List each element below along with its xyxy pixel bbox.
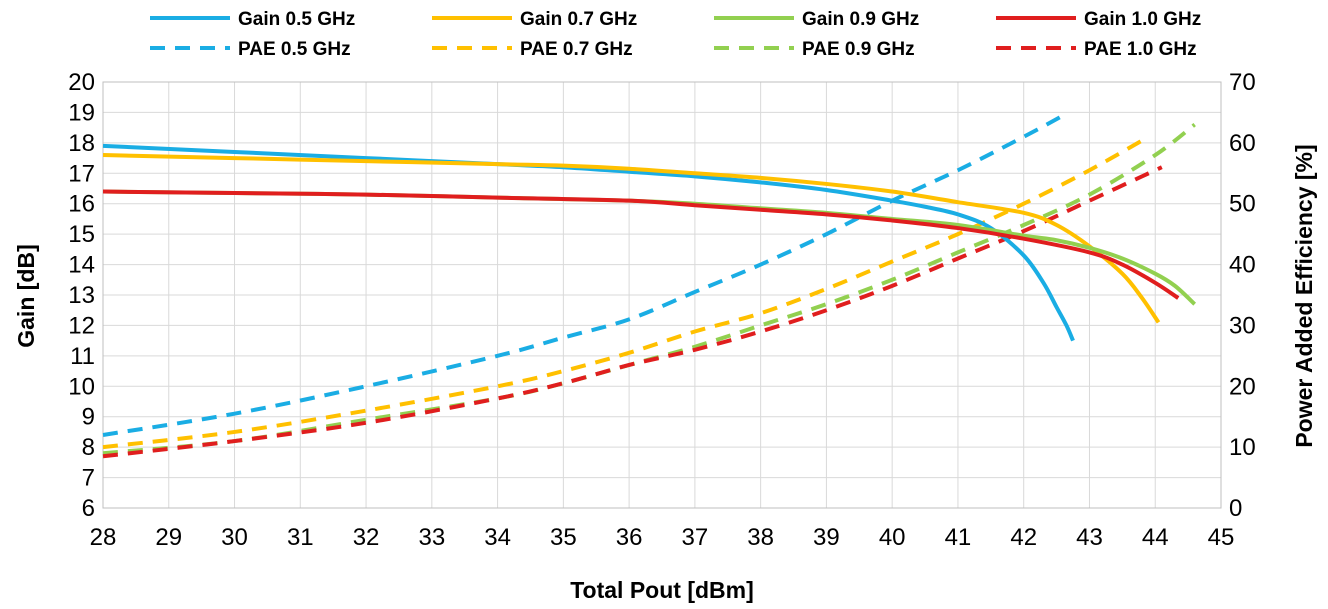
x-tick-label: 29 <box>155 524 182 551</box>
x-tick-label: 28 <box>90 524 117 551</box>
legend-label: Gain 0.9 GHz <box>802 9 919 30</box>
y-left-tick-label: 19 <box>68 99 95 126</box>
x-tick-label: 38 <box>747 524 774 551</box>
x-tick-label: 34 <box>484 524 511 551</box>
axes <box>102 81 1222 509</box>
y-axis-left-title: Gain [dB] <box>13 244 39 348</box>
y-left-tick-label: 10 <box>68 373 95 400</box>
x-tick-label: 40 <box>879 524 906 551</box>
y-left-tick-label: 20 <box>68 69 95 96</box>
legend-label: Gain 0.7 GHz <box>520 9 637 30</box>
y-right-tick-label: 60 <box>1229 130 1256 157</box>
legend-label: PAE 1.0 GHz <box>1084 39 1197 60</box>
y-left-tick-label: 6 <box>82 495 95 522</box>
series-lines <box>102 113 1197 459</box>
legend-label: PAE 0.9 GHz <box>802 39 915 60</box>
x-tick-label: 36 <box>616 524 643 551</box>
y-right-tick-label: 50 <box>1229 191 1256 218</box>
x-tick-label: 41 <box>945 524 972 551</box>
series-line-pae-0-7-ghz <box>102 135 1150 450</box>
y-left-tick-label: 15 <box>68 221 95 248</box>
gridlines <box>102 81 1222 509</box>
x-tick-label: 33 <box>418 524 445 551</box>
y-left-tick-label: 13 <box>68 282 95 309</box>
x-tick-label: 43 <box>1076 524 1103 551</box>
x-tick-label: 42 <box>1010 524 1037 551</box>
y-left-tick-label: 7 <box>82 465 95 492</box>
y-left-tick-label: 17 <box>68 160 95 187</box>
series-line-pae-0-9-ghz <box>102 123 1196 456</box>
y-right-tick-label: 10 <box>1229 434 1256 461</box>
y-right-tick-label: 0 <box>1229 495 1242 522</box>
x-tick-label: 45 <box>1208 524 1235 551</box>
x-tick-label: 35 <box>550 524 577 551</box>
series-line-gain-1-0-ghz <box>102 189 1180 300</box>
x-tick-label: 39 <box>813 524 840 551</box>
legend-label: Gain 0.5 GHz <box>238 9 355 30</box>
x-tick-label: 30 <box>221 524 248 551</box>
y-right-tick-label: 20 <box>1229 373 1256 400</box>
y-right-tick-label: 30 <box>1229 312 1256 339</box>
y-left-tick-label: 12 <box>68 312 95 339</box>
y-axis-right-title: Power Added Efficiency [%] <box>1291 144 1317 447</box>
y-right-tick-label: 40 <box>1229 252 1256 279</box>
y-left-tick-label: 16 <box>68 191 95 218</box>
y-left-tick-label: 14 <box>68 252 95 279</box>
series-line-pae-0-5-ghz <box>102 113 1065 437</box>
y-left-tick-label: 11 <box>70 343 95 370</box>
x-axis-title: Total Pout [dBm] <box>570 577 754 603</box>
y-left-tick-label: 18 <box>68 130 95 157</box>
x-tick-label: 37 <box>682 524 709 551</box>
x-tick-label: 44 <box>1142 524 1169 551</box>
legend-label: PAE 0.5 GHz <box>238 39 351 60</box>
legend: Gain 0.5 GHz Gain 0.7 GHz Gain 0.9 GHz Gain… <box>150 9 1201 60</box>
y-right-tick-label: 70 <box>1229 69 1256 96</box>
legend-label: PAE 0.7 GHz <box>520 39 633 60</box>
x-tick-label: 32 <box>353 524 380 551</box>
y-left-tick-label: 8 <box>82 434 95 461</box>
x-tick-label: 31 <box>287 524 314 551</box>
series-line-gain-0-7-ghz <box>102 153 1161 324</box>
legend-label: Gain 1.0 GHz <box>1084 9 1201 30</box>
tick-labels: 28 29 30 31 32 33 34 35 36 37 38 39 40 41 42 43 44 45 6 7 8 9… <box>68 69 1255 551</box>
y-left-tick-label: 9 <box>82 404 95 431</box>
plot-area-border <box>102 81 1222 509</box>
series-line-gain-0-9-ghz <box>102 189 1197 306</box>
series-line-gain-0-5-ghz <box>102 143 1075 342</box>
